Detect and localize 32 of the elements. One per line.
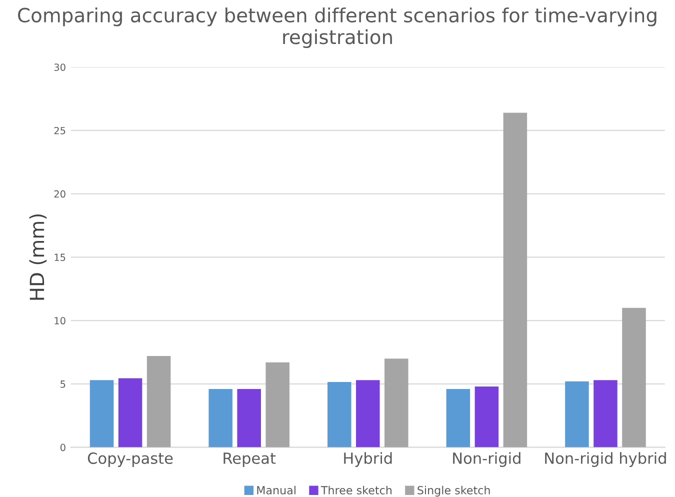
y-tick-label: 15 (54, 254, 66, 262)
bar (565, 381, 589, 448)
bar (446, 389, 470, 448)
y-tick-label: 5 (60, 380, 66, 388)
bar (594, 380, 618, 448)
legend-label: Single sketch (418, 486, 490, 497)
y-axis-title: HD (mm) (29, 214, 47, 300)
bar (474, 386, 499, 448)
bar (384, 358, 408, 448)
y-tick-label: 30 (54, 64, 66, 71)
y-tick-label: 0 (60, 444, 66, 452)
y-tick-label: 25 (54, 126, 66, 134)
bar (118, 378, 142, 448)
y-tick-label: 20 (54, 190, 66, 198)
x-tick-label: Non-rigid (453, 452, 520, 467)
bar (237, 389, 261, 448)
x-tick-label: Copy-paste (88, 452, 173, 467)
bar (622, 308, 646, 448)
chart-title: Comparing accuracy between different scenarios for time-varying registration (18, 7, 656, 48)
bar (503, 112, 528, 448)
x-tick-label: Hybrid (344, 452, 392, 467)
bar (266, 362, 290, 448)
y-tick-label: 10 (54, 317, 66, 324)
legend-label: Manual (257, 486, 296, 494)
bar (327, 382, 352, 448)
bar (90, 380, 114, 448)
bar (208, 389, 232, 448)
legend-label: Three sketch (320, 486, 392, 494)
x-tick-label: Non-rigid hybrid (545, 452, 666, 467)
bar (356, 380, 380, 448)
x-tick-label: Repeat (224, 452, 276, 467)
bar (146, 356, 171, 448)
